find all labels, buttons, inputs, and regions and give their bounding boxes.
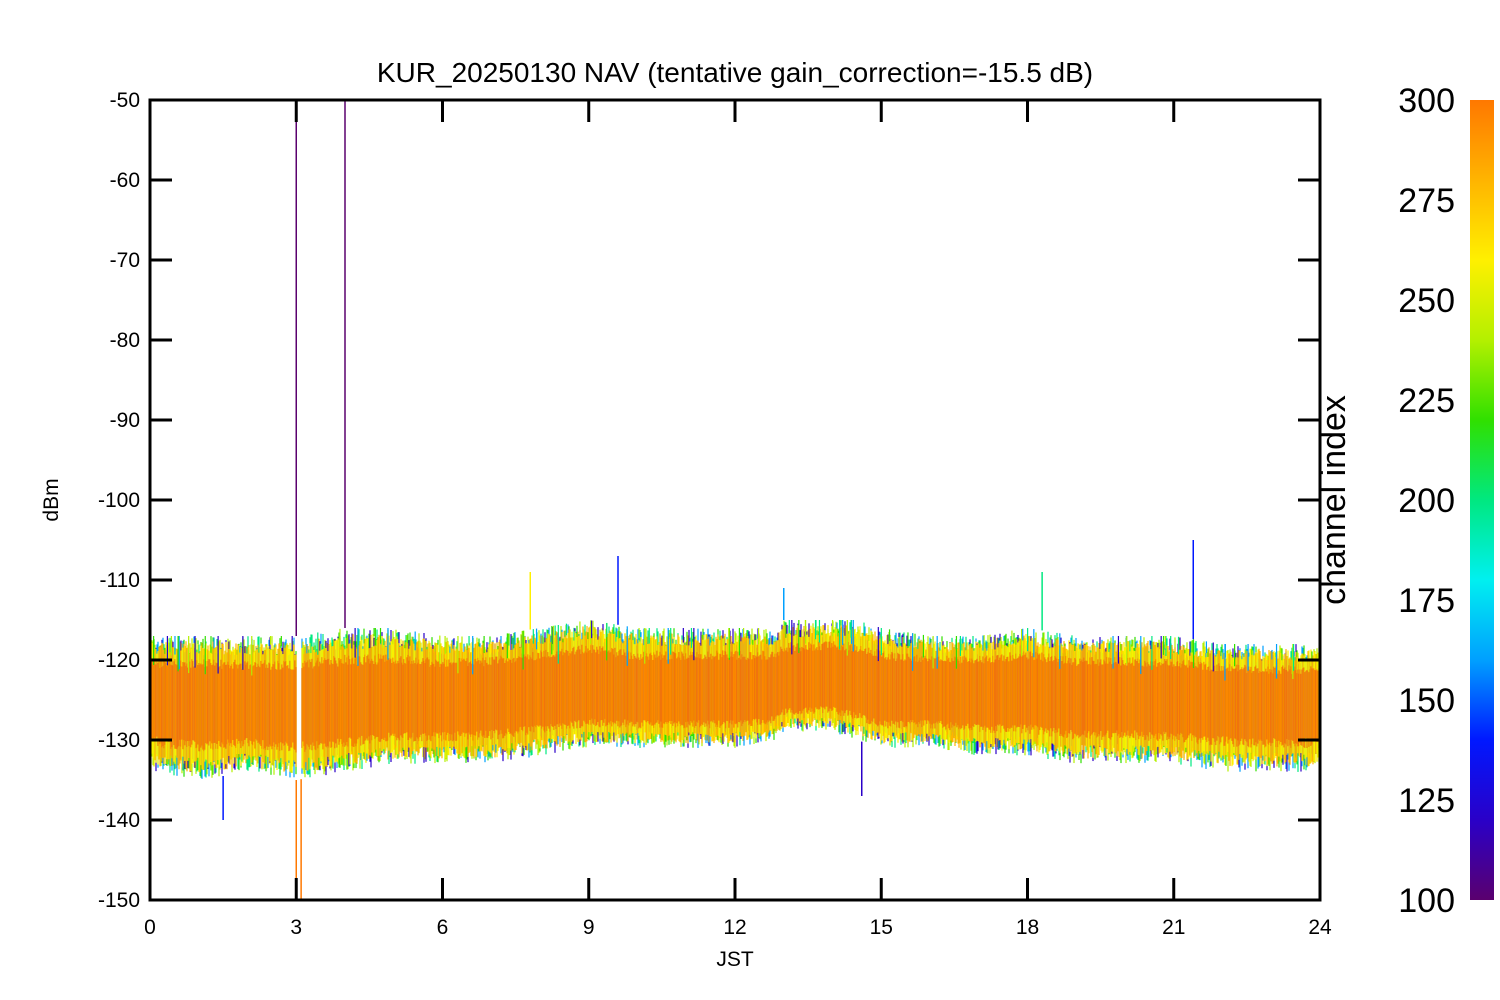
x-tick-label: 9 <box>583 916 595 939</box>
x-tick-label: 6 <box>437 916 449 939</box>
y-tick-label: -60 <box>110 169 140 192</box>
plot-data <box>150 100 1320 900</box>
colorbar-tick-label: 275 <box>1398 182 1455 220</box>
colorbar: 300 275 250 225 200 175 150 125 100 <box>1398 82 1494 920</box>
x-tick-label: 18 <box>1016 916 1039 939</box>
x-axis-label: JST <box>716 948 754 971</box>
y-tick-label: -140 <box>98 809 140 832</box>
colorbar-tick-label: 250 <box>1398 282 1455 320</box>
colorbar-tick-label: 225 <box>1398 382 1455 420</box>
y-tick-label: -100 <box>98 489 140 512</box>
x-tick-label: 15 <box>870 916 893 939</box>
y-tick-label: -150 <box>98 889 140 912</box>
colorbar-tick-label: 300 <box>1398 82 1455 120</box>
colorbar-tick-label: 200 <box>1398 482 1455 520</box>
y-tick-label: -120 <box>98 649 140 672</box>
x-tick-label: 3 <box>290 916 302 939</box>
y-tick-label: -80 <box>110 329 140 352</box>
y-tick-label: -50 <box>110 89 140 112</box>
x-tick-label: 21 <box>1162 916 1185 939</box>
colorbar-tick-label: 125 <box>1398 782 1455 820</box>
colorbar-tick-label: 100 <box>1398 882 1455 920</box>
x-tick-label: 24 <box>1308 916 1332 939</box>
chart-title: KUR_20250130 NAV (tentative gain_correct… <box>377 57 1093 88</box>
y-axis-label: dBm <box>40 478 63 521</box>
x-tick-label: 12 <box>723 916 746 939</box>
y-tick-label: -110 <box>100 569 140 592</box>
colorbar-tick-label: 150 <box>1398 682 1455 720</box>
colorbar-tick-label: 175 <box>1398 582 1455 620</box>
colorbar-gradient <box>1470 100 1494 900</box>
x-tick-label: 0 <box>144 916 156 939</box>
axes <box>148 98 1322 902</box>
y-tick-label: -70 <box>110 249 140 272</box>
y-tick-label: -90 <box>110 409 140 432</box>
tick-labels: 0 3 6 9 12 15 18 21 24 -50 -60 -70 -80 -90 -100 -110 -12… <box>98 89 1332 939</box>
colorbar-label: channel index <box>1315 395 1353 605</box>
y-tick-label: -130 <box>98 729 140 752</box>
